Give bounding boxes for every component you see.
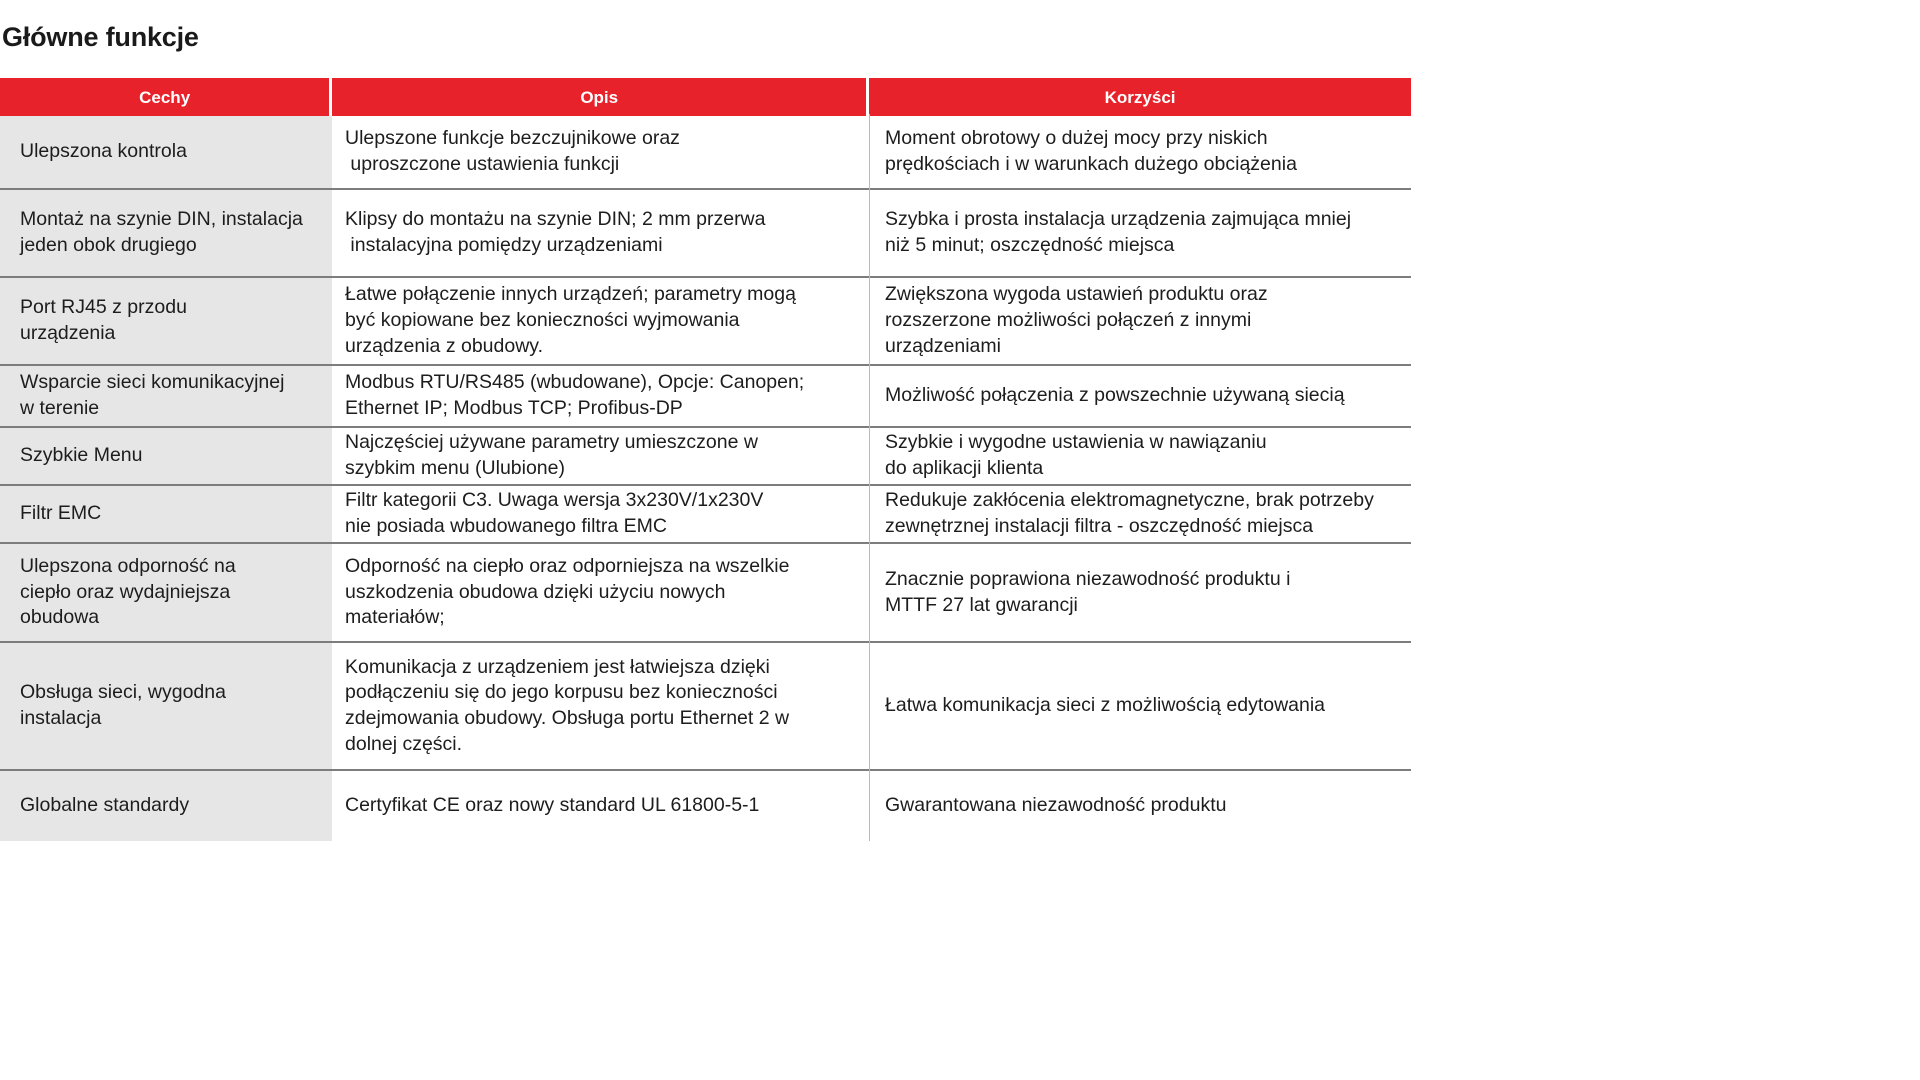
cell-line: Certyfikat CE oraz nowy standard UL 6180…	[345, 794, 760, 817]
cell-opis: Certyfikat CE oraz nowy standard UL 6180…	[332, 771, 869, 841]
cell-line: jeden obok drugiego	[20, 234, 197, 256]
cell-korzysci: Redukuje zakłócenia elektromagnetyczne, …	[869, 484, 1409, 542]
cell-line: Szybkie Menu	[20, 444, 143, 467]
cell-cechy: Wsparcie sieci komunikacyjnej w terenie	[0, 366, 332, 426]
cell-korzysci: Znacznie poprawiona niezawodność produkt…	[869, 542, 1409, 641]
cell-line: zdejmowania obudowy. Obsługa portu Ether…	[345, 707, 790, 729]
cell-line: Moment obrotowy o dużej mocy przy niskic…	[885, 127, 1268, 150]
cell-line: w terenie	[20, 397, 100, 419]
cell-line: zewnętrznej instalacji filtra - oszczędn…	[885, 515, 1314, 537]
cell-cechy: Ulepszona kontrola	[0, 116, 332, 188]
table-row: Port RJ45 z przodu urządzenia Łatwe połącz…	[0, 276, 1411, 364]
cell-cechy: Montaż na szynie DIN, instalacja jeden ob…	[0, 190, 332, 276]
cell-line: Klipsy do montażu na szynie DIN; 2 mm pr…	[345, 208, 766, 231]
cell-line: Łatwe połączenie innych urządzeń; parame…	[345, 283, 796, 306]
cell-cechy: Globalne standardy	[0, 771, 332, 841]
cell-cechy: Szybkie Menu	[0, 428, 332, 484]
cell-line: dolnej części.	[345, 732, 463, 755]
cell-line: Gwarantowana niezawodność produktu	[885, 794, 1227, 817]
table-header-row: Cechy Opis Korzyści	[0, 78, 1411, 116]
cell-opis: Modbus RTU/RS485 (wbudowane), Opcje: Can…	[332, 366, 869, 426]
cell-cechy: Filtr EMC	[0, 486, 332, 542]
table-row: Obsługa sieci, wygodna instalacja Komunika…	[0, 641, 1411, 769]
cell-line: Łatwa komunikacja sieci z możliwością ed…	[885, 694, 1326, 717]
cell-line: obudowa	[20, 606, 100, 629]
column-header-opis: Opis	[332, 78, 867, 116]
cell-line: Możliwość połączenia z powszechnie używa…	[885, 384, 1345, 407]
cell-korzysci: Szybka i prosta instalacja urządzenia za…	[869, 188, 1409, 276]
table-row: Ulepszona kontrola Ulepszone funkcje bezc…	[0, 114, 1411, 188]
cell-line: do aplikacji klienta	[885, 457, 1044, 479]
table-body: Ulepszona kontrola Ulepszone funkcje bezc…	[0, 114, 1411, 841]
cell-line: Szybka i prosta instalacja urządzenia za…	[885, 208, 1352, 231]
cell-line: Ethernet IP; Modbus TCP; Profibus-DP	[345, 397, 683, 419]
cell-korzysci: Szybkie i wygodne ustawienia w nawiązani…	[869, 426, 1409, 484]
table-row: Szybkie Menu Najczęściej używane parametr…	[0, 426, 1411, 484]
cell-line: Najczęściej używane parametry umieszczon…	[345, 431, 758, 454]
column-header-korzysci: Korzyści	[869, 78, 1411, 116]
table-row: Montaż na szynie DIN, instalacja jeden ob…	[0, 188, 1411, 276]
cell-line: Filtr kategorii C3. Uwaga wersja 3x230V/…	[345, 489, 764, 512]
cell-korzysci: Gwarantowana niezawodność produktu	[869, 769, 1409, 841]
cell-line: Zwiększona wygoda ustawień produktu oraz	[885, 283, 1268, 306]
cell-line: urządzenia	[20, 322, 116, 344]
cell-line: instalacyjna pomiędzy urządzeniami	[345, 234, 663, 256]
table-row: Wsparcie sieci komunikacyjnej w terenie Mo…	[0, 364, 1411, 426]
cell-line: nie posiada wbudowanego filtra EMC	[345, 515, 667, 537]
cell-opis: Filtr kategorii C3. Uwaga wersja 3x230V/…	[332, 486, 869, 542]
column-header-cechy: Cechy	[0, 78, 330, 116]
cell-opis: Komunikacja z urządzeniem jest łatwiejsz…	[332, 643, 869, 769]
cell-line: Wsparcie sieci komunikacyjnej	[20, 371, 285, 394]
table-row: Filtr EMC Filtr kategorii C3. Uwaga wersj…	[0, 484, 1411, 542]
cell-line: podłączeniu się do jego korpusu bez koni…	[345, 681, 778, 704]
cell-cechy: Ulepszona odporność na ciepło oraz wydajn…	[0, 544, 332, 641]
table-row: Globalne standardy Certyfikat CE oraz now…	[0, 769, 1411, 841]
cell-line: Globalne standardy	[20, 794, 190, 817]
cell-cechy: Obsługa sieci, wygodna instalacja	[0, 643, 332, 769]
cell-line: Filtr EMC	[20, 502, 102, 525]
cell-korzysci: Możliwość połączenia z powszechnie używa…	[869, 364, 1409, 426]
cell-opis: Łatwe połączenie innych urządzeń; parame…	[332, 278, 869, 364]
cell-cechy: Port RJ45 z przodu urządzenia	[0, 278, 332, 364]
cell-korzysci: Moment obrotowy o dużej mocy przy niskic…	[869, 114, 1409, 188]
page-title: Główne funkcje	[2, 22, 199, 52]
cell-line: być kopiowane bez konieczności wyjmowani…	[345, 309, 740, 332]
cell-line: Ulepszona odporność na	[20, 554, 236, 577]
cell-korzysci: Łatwa komunikacja sieci z możliwością ed…	[869, 641, 1409, 769]
cell-line: Obsługa sieci, wygodna	[20, 681, 226, 704]
cell-line: Port RJ45 z przodu	[20, 296, 187, 319]
cell-korzysci: Zwiększona wygoda ustawień produktu oraz…	[869, 276, 1409, 364]
cell-opis: Klipsy do montażu na szynie DIN; 2 mm pr…	[332, 190, 869, 276]
cell-opis: Ulepszone funkcje bezczujnikowe oraz upr…	[332, 116, 869, 188]
table-row: Ulepszona odporność na ciepło oraz wydajn…	[0, 542, 1411, 641]
cell-line: Ulepszone funkcje bezczujnikowe oraz	[345, 127, 680, 150]
cell-line: Znacznie poprawiona niezawodność produkt…	[885, 567, 1291, 590]
cell-line: uszkodzenia obudowa dzięki użyciu nowych	[345, 580, 726, 603]
cell-line: Komunikacja z urządzeniem jest łatwiejsz…	[345, 655, 770, 678]
cell-line: Modbus RTU/RS485 (wbudowane), Opcje: Can…	[345, 371, 805, 394]
cell-line: Montaż na szynie DIN, instalacja	[20, 208, 303, 231]
features-table: Cechy Opis Korzyści Ulepszona kontrola Ul…	[0, 78, 1411, 841]
cell-line: niż 5 minut; oszczędność miejsca	[885, 234, 1175, 256]
cell-line: urządzenia z obudowy.	[345, 334, 544, 357]
cell-line: prędkościach i w warunkach dużego obciąż…	[885, 153, 1297, 175]
cell-line: Ulepszona kontrola	[20, 140, 187, 163]
cell-line: MTTF 27 lat gwarancji	[885, 593, 1078, 616]
cell-opis: Najczęściej używane parametry umieszczon…	[332, 428, 869, 484]
cell-line: uproszczone ustawienia funkcji	[345, 153, 620, 175]
cell-line: Szybkie i wygodne ustawienia w nawiązani…	[885, 431, 1267, 454]
cell-line: rozszerzone możliwości połączeń z innymi	[885, 309, 1252, 332]
cell-line: Odporność na ciepło oraz odporniejsza na…	[345, 554, 790, 577]
cell-line: Redukuje zakłócenia elektromagnetyczne, …	[885, 489, 1374, 512]
cell-line: materiałów;	[345, 606, 445, 629]
cell-opis: Odporność na ciepło oraz odporniejsza na…	[332, 544, 869, 641]
cell-line: szybkim menu (Ulubione)	[345, 457, 565, 479]
cell-line: urządzeniami	[885, 334, 1001, 357]
cell-line: ciepło oraz wydajniejsza	[20, 580, 231, 603]
cell-line: instalacja	[20, 707, 102, 729]
